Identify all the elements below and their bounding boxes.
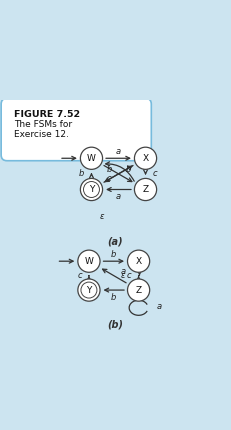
Text: Z: Z [136,286,142,295]
Text: a: a [116,192,121,201]
Text: c: c [127,271,132,280]
Circle shape [128,250,150,272]
Text: b: b [125,165,131,174]
Text: X: X [136,257,142,266]
Text: a: a [157,302,162,311]
Text: The FSMs for: The FSMs for [14,120,72,129]
Text: c: c [153,169,158,178]
Text: Y: Y [89,185,94,194]
Text: a: a [116,147,121,156]
Circle shape [134,147,157,169]
Text: Z: Z [143,185,149,194]
Text: Exercise 12.: Exercise 12. [14,130,69,139]
Text: W: W [87,154,96,163]
Text: b: b [106,165,112,174]
Circle shape [78,279,100,301]
Text: W: W [85,257,93,266]
Text: FIGURE 7.52: FIGURE 7.52 [14,110,80,119]
Text: (a): (a) [108,237,123,246]
Text: a: a [120,267,126,276]
Circle shape [134,178,157,200]
Circle shape [80,178,103,200]
Circle shape [80,147,103,169]
Text: (b): (b) [107,320,124,330]
FancyBboxPatch shape [1,98,151,161]
Text: c: c [77,271,82,280]
Circle shape [78,250,100,272]
Text: X: X [143,154,149,163]
Text: b: b [111,250,116,259]
Circle shape [128,279,150,301]
Text: b: b [111,292,116,301]
Text: Y: Y [86,286,92,295]
Text: b: b [79,169,85,178]
Text: ε: ε [120,271,125,280]
Text: ε: ε [100,212,105,221]
Text: c: c [106,174,111,183]
